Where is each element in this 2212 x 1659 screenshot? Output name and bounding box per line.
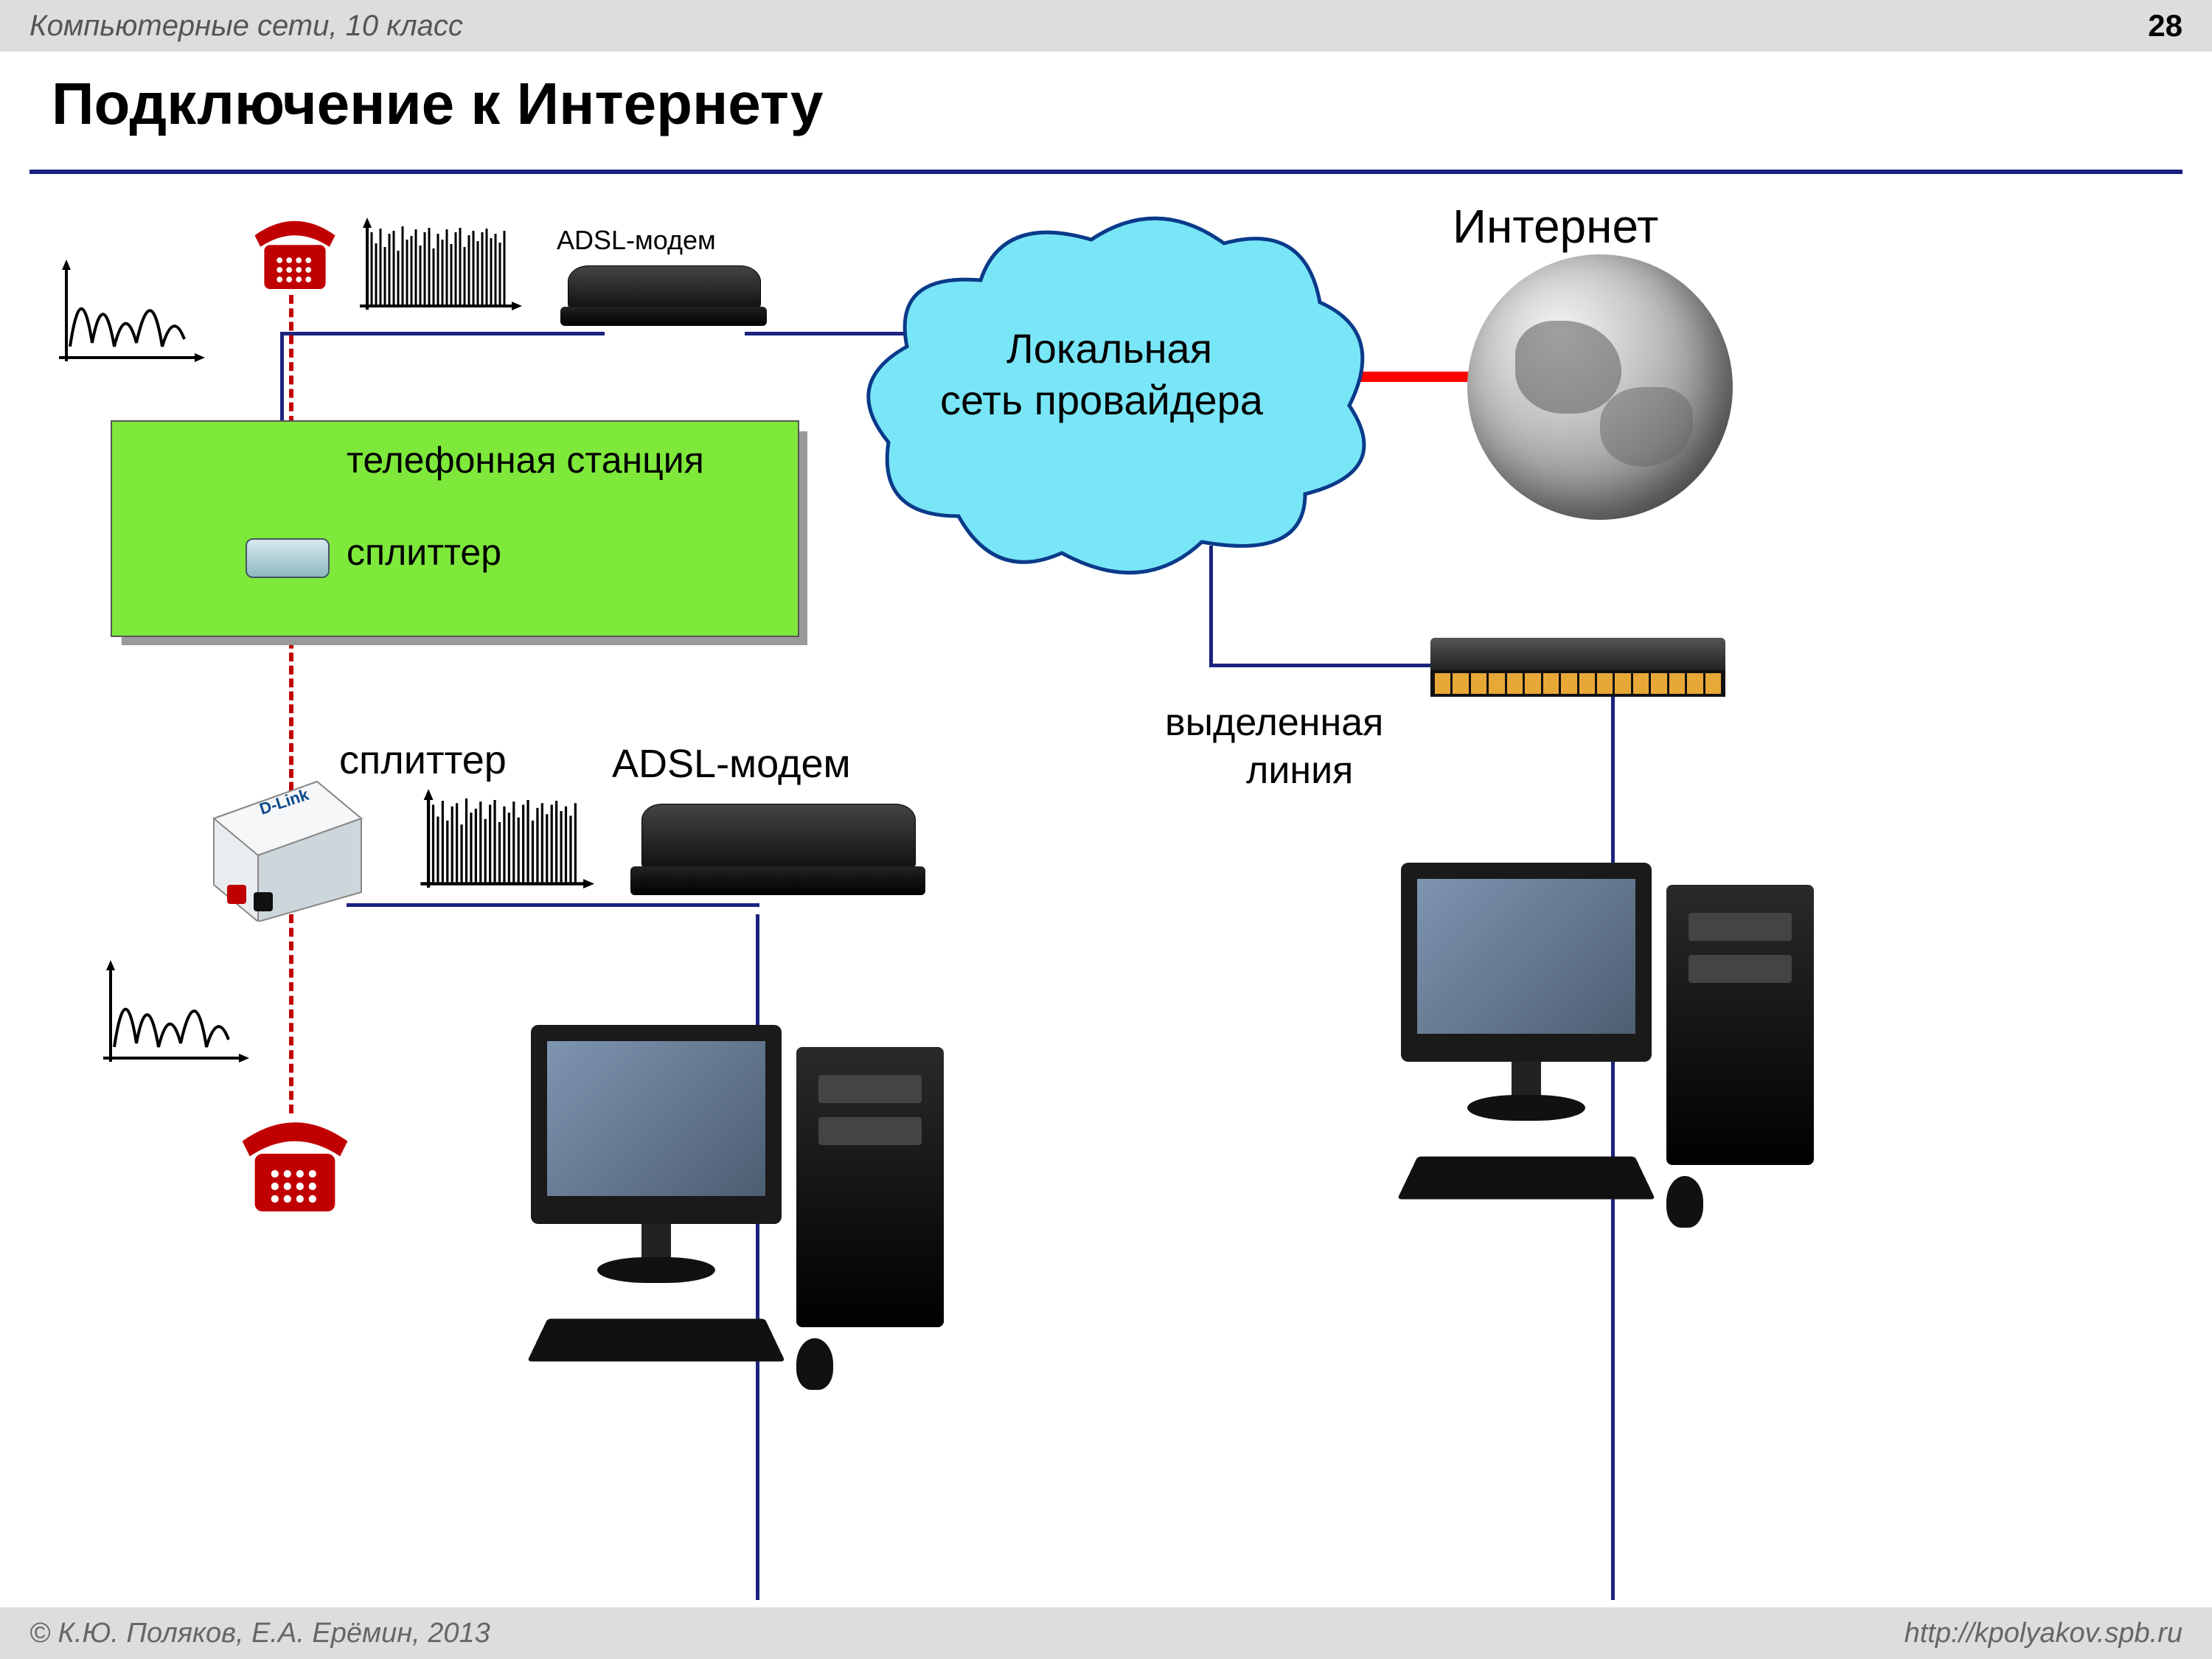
title-underline xyxy=(29,170,2183,174)
adsl-modem-mid-label: ADSL-модем xyxy=(612,741,851,787)
signal-analog-top-icon xyxy=(52,258,206,380)
cloud-label-line2: сеть провайдера xyxy=(940,376,1263,424)
computer-left-icon xyxy=(516,1003,973,1371)
internet-label: Интернет xyxy=(1453,199,1658,254)
adsl-modem-mid-icon xyxy=(641,804,914,914)
telephone-top-icon xyxy=(243,203,347,299)
splitter-top-label: сплиттер xyxy=(347,531,501,574)
globe-icon xyxy=(1467,254,1733,520)
adsl-modem-top-label: ADSL-модем xyxy=(557,225,716,256)
dedicated-line-label-2: линия xyxy=(1246,748,1353,793)
network-switch-icon xyxy=(1430,638,1725,697)
slide-header: Компьютерные сети, 10 класс 28 xyxy=(0,0,2212,52)
link-to-switch xyxy=(1209,664,1445,667)
dedicated-line-label-1: выделенная xyxy=(1165,700,1383,745)
adsl-modem-top-icon xyxy=(568,265,759,339)
diagram-canvas: телефонная станция сплиттер Локальная се… xyxy=(0,177,2212,1607)
signal-analog-bottom-icon xyxy=(96,959,251,1080)
cloud-label-line1: Локальная xyxy=(1006,324,1212,372)
computer-right-icon xyxy=(1386,841,1843,1209)
telephone-bottom-icon xyxy=(229,1099,361,1224)
page-number: 28 xyxy=(2148,8,2183,44)
phone-line-bottom xyxy=(289,914,293,1113)
slide-title: Подключение к Интернету xyxy=(52,70,823,138)
provider-cloud: Локальная сеть провайдера xyxy=(848,199,1379,597)
subject-label: Компьютерные сети, 10 класс xyxy=(29,10,463,43)
splitter-small-icon xyxy=(246,538,330,578)
slide-footer: © К.Ю. Поляков, Е.А. Ерёмин, 2013 http:/… xyxy=(0,1607,2212,1659)
source-url-label: http://kpolyakov.spb.ru xyxy=(1905,1618,2183,1649)
telephone-station-label: телефонная станция xyxy=(347,439,704,481)
signal-hf-mid-icon xyxy=(413,789,597,903)
signal-hf-top-icon xyxy=(354,218,524,324)
splitter-device-icon: D-Link xyxy=(192,774,369,922)
copyright-label: © К.Ю. Поляков, Е.А. Ерёмин, 2013 xyxy=(29,1618,490,1649)
link-station-modem-top xyxy=(280,332,605,335)
